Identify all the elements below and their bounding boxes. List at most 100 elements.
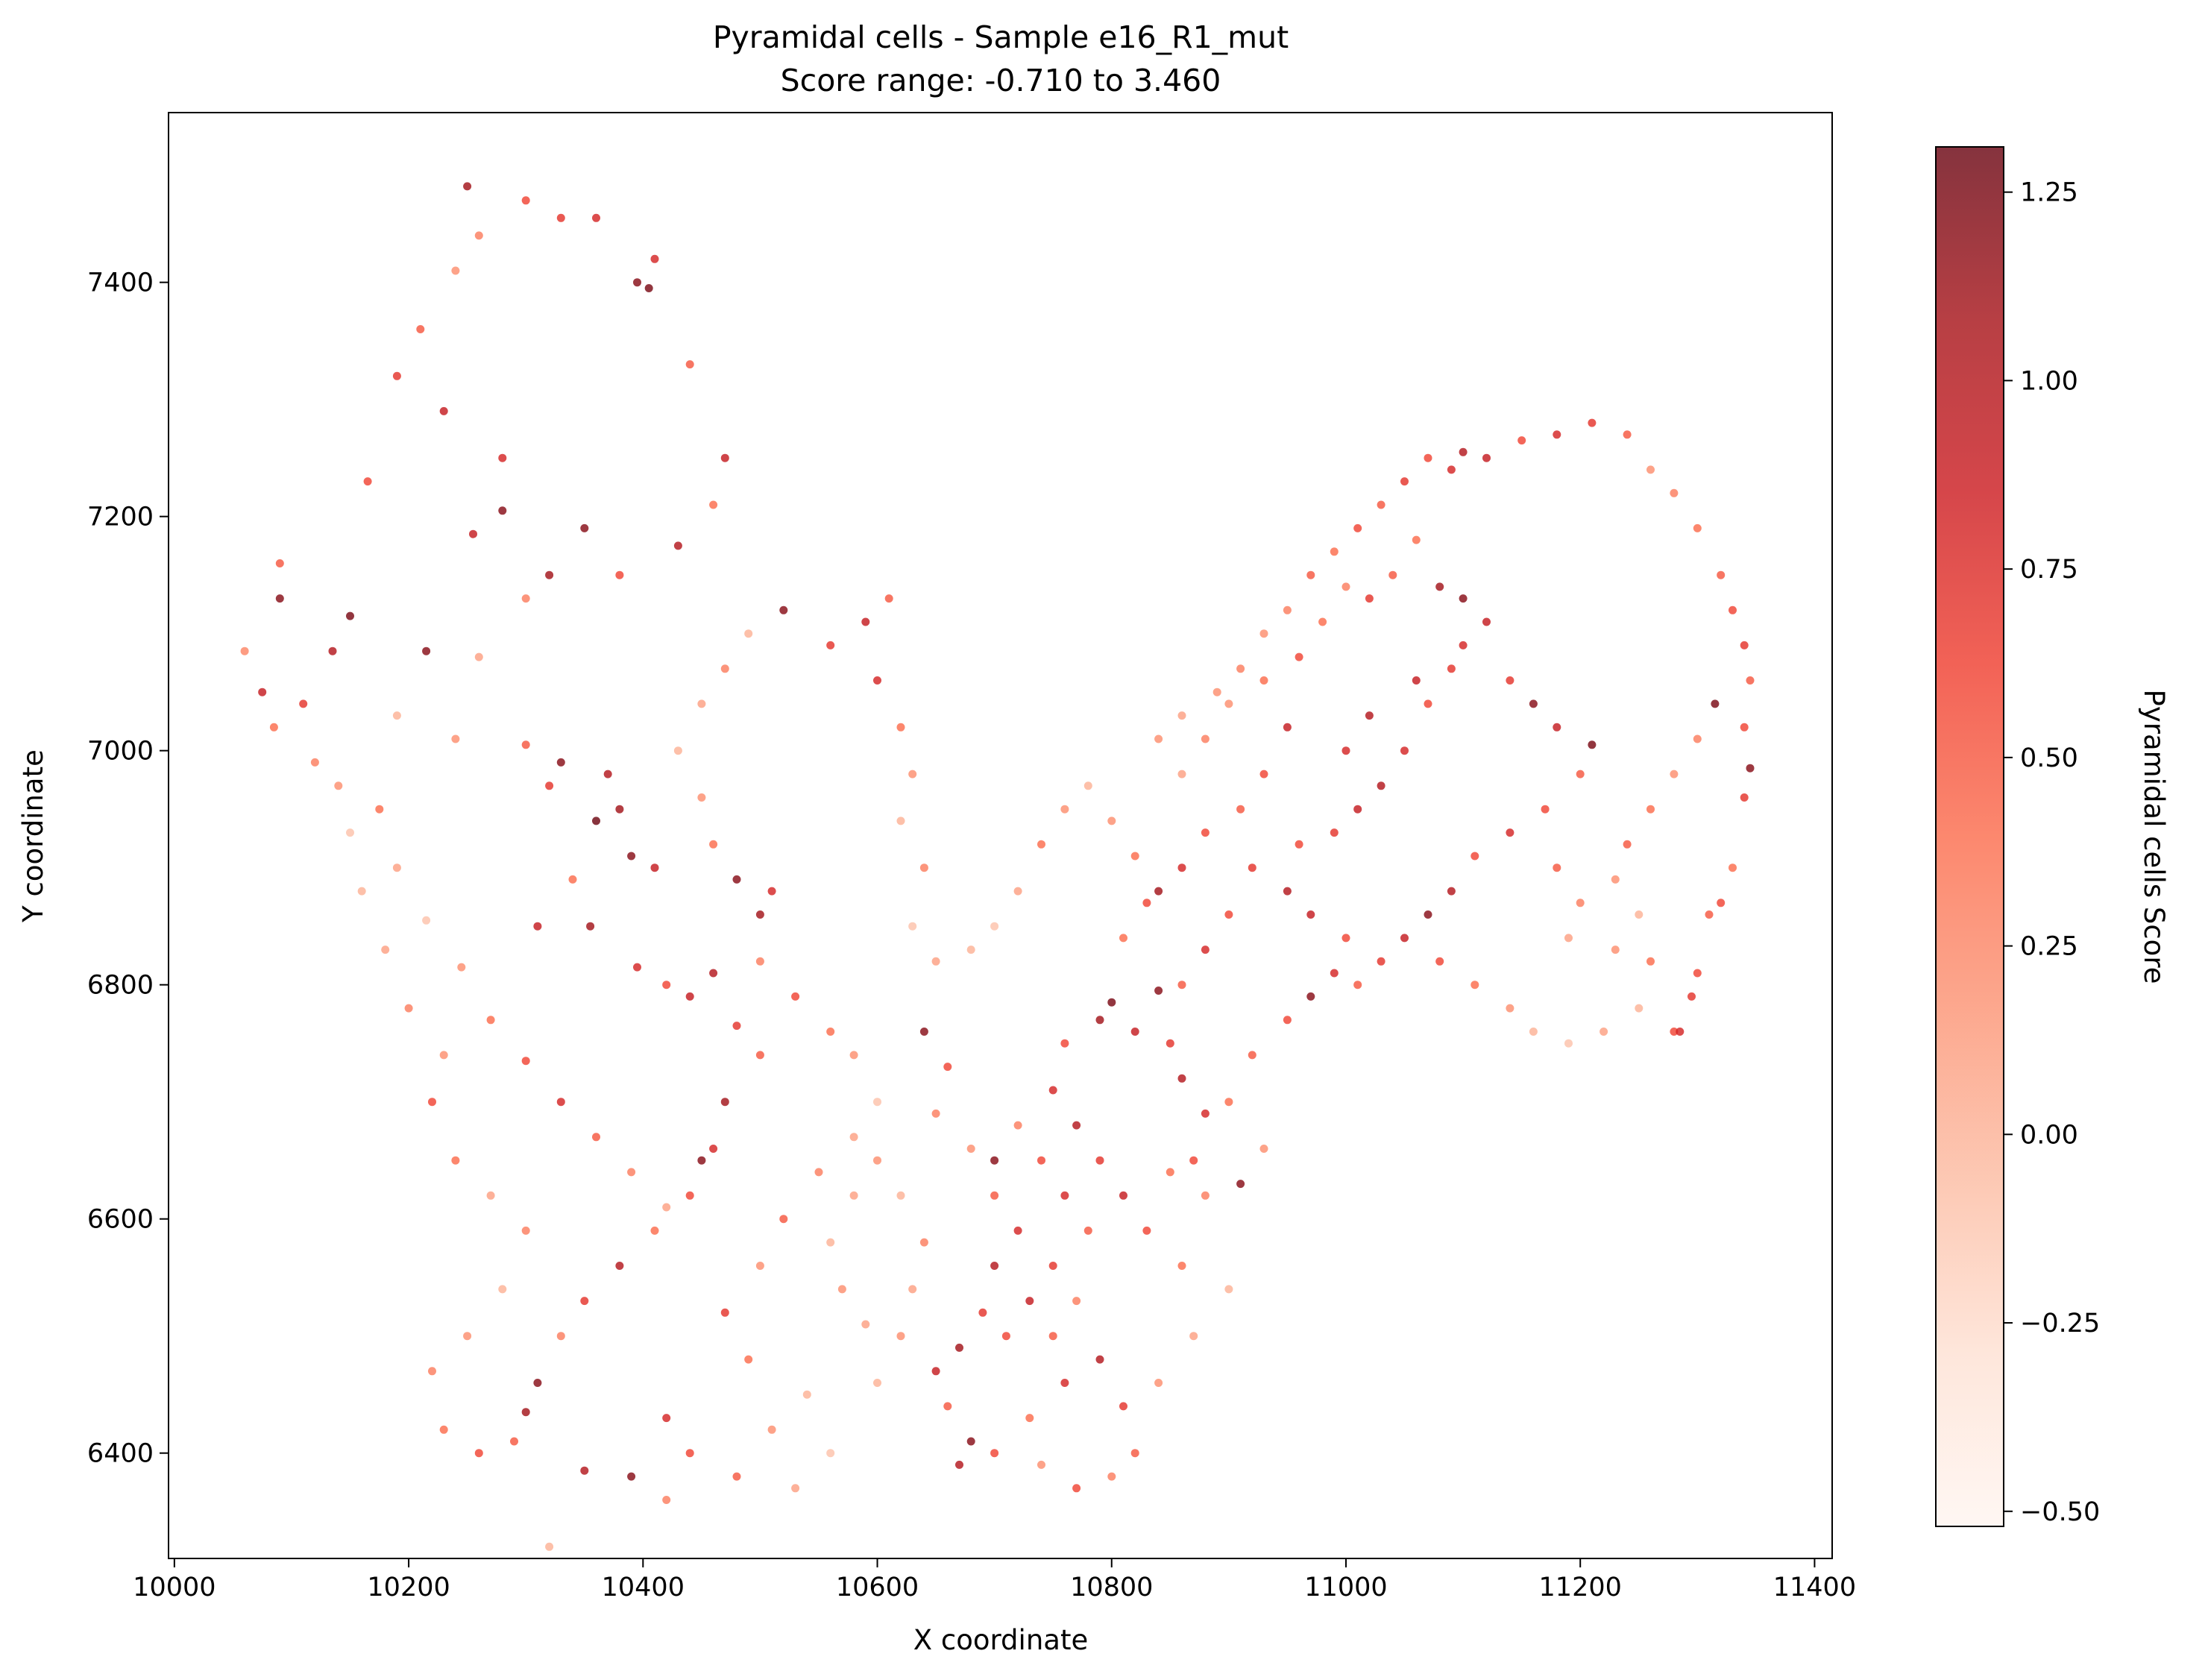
scatter-point [556,1332,565,1341]
scatter-point [346,828,354,837]
scatter-point [1107,998,1116,1007]
scatter-point [990,1449,999,1458]
scatter-point [416,325,425,333]
scatter-point [1189,1156,1198,1165]
scatter-point [1353,805,1362,814]
scatter-point [586,922,595,931]
scatter-point [1424,699,1432,708]
scatter-point [439,1425,448,1434]
scatter-point [428,1098,436,1107]
scatter-point [1341,934,1350,943]
scatter-point [732,1472,741,1481]
scatter-point [1435,957,1444,966]
scatter-point [1083,1226,1092,1235]
scatter-point [1611,946,1620,954]
scatter-point [1588,418,1597,427]
scatter-point [1482,453,1491,462]
scatter-point [1424,453,1432,462]
scatter-point [1646,805,1655,814]
scatter-point [1095,1156,1104,1165]
scatter-point [545,570,554,579]
scatter-point [1330,969,1339,978]
scatter-point [755,1262,764,1270]
scatter-point [1424,910,1432,919]
scatter-point [392,711,401,720]
scatter-point [1224,910,1233,919]
scatter-point [1459,447,1468,456]
scatter-point [1687,992,1696,1001]
scatter-point [1201,1109,1210,1118]
scatter-point [1377,500,1385,509]
scatter-point [685,1191,694,1200]
scatter-point [328,646,337,655]
scatter-point [633,963,641,972]
scatter-point [627,1168,636,1177]
scatter-point [1623,430,1632,439]
scatter-point [1365,594,1374,603]
scatter-point [521,740,530,749]
scatter-point [662,981,671,990]
scatter-point [1717,570,1726,579]
scatter-point [697,699,706,708]
colorbar-tick-label: 0.00 [2020,1120,2078,1150]
scatter-point [919,1028,928,1036]
x-tick-label: 10200 [367,1573,450,1602]
colorbar-tick-label: 0.75 [2020,555,2078,585]
scatter-point [1224,699,1233,708]
scatter-point [1259,629,1268,638]
scatter-point [1060,805,1069,814]
scatter-point [955,1460,963,1469]
scatter-point [533,1379,542,1387]
scatter-point [896,723,905,732]
scatter-point [1236,805,1245,814]
scatter-point [990,1191,999,1200]
scatter-point [1646,957,1655,966]
scatter-point [1283,605,1292,614]
scatter-point [1400,477,1409,486]
scatter-point [720,453,729,462]
scatter-point [1130,1028,1139,1036]
scatter-point [1142,899,1151,907]
scatter-point [580,1466,589,1475]
x-axis: 10000 10200 10400 10600 10800 11000 11200 11400 [133,1558,1856,1602]
scatter-point [1025,1414,1034,1423]
x-tick-label: 11400 [1773,1573,1856,1602]
scatter-point [896,1191,905,1200]
colorbar-gradient [1936,147,2004,1526]
scatter-point [931,1367,940,1376]
scatter-point [1107,817,1116,825]
scatter-point [990,1262,999,1270]
scatter-point [1529,699,1538,708]
scatter-point [1130,852,1139,861]
scatter-point [1588,740,1597,749]
scatter-point [849,1133,858,1142]
scatter-point [392,863,401,872]
scatter-point [814,1168,823,1177]
scatter-point [873,676,881,685]
scatter-point [1670,770,1679,778]
scatter-point [709,500,718,509]
scatter-point [422,916,431,925]
scatter-point [1447,887,1456,896]
scatter-point [873,1379,881,1387]
y-axis-label: Y coordinate [17,749,49,923]
scatter-point [1236,1180,1245,1189]
scatter-point [615,805,624,814]
x-tick-label: 10600 [836,1573,919,1602]
scatter-point [791,992,800,1001]
x-tick-label: 10000 [133,1573,216,1602]
scatter-point [469,529,477,538]
x-tick-label: 10800 [1070,1573,1153,1602]
scatter-point [873,1098,881,1107]
scatter-point [908,1285,917,1294]
scatter-point [1224,1098,1233,1107]
scatter-point [1676,1028,1685,1036]
scatter-point [1412,535,1421,544]
scatter-point [966,1145,975,1153]
scatter-point [990,922,999,931]
scatter-point [357,887,366,896]
y-tick-label: 7200 [87,503,154,532]
scatter-point [533,922,542,931]
scatter-point [873,1156,881,1165]
scatter-point [428,1367,436,1376]
